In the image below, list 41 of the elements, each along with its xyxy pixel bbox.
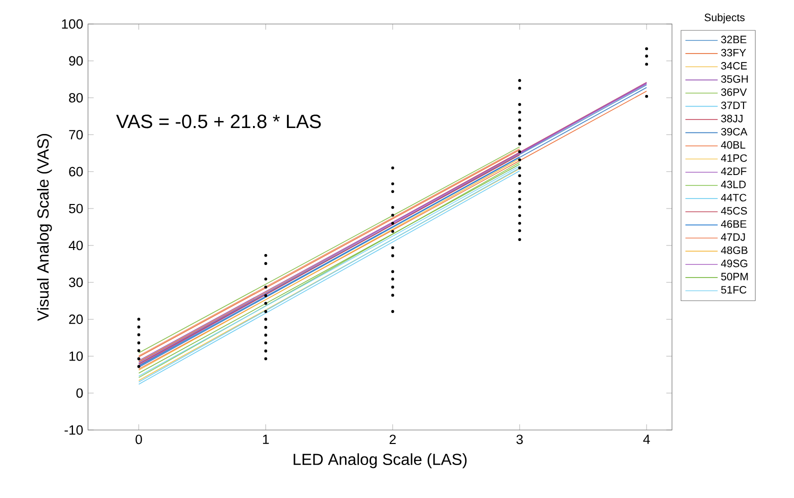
legend-label: 42DF (720, 167, 746, 175)
legend-label: 36PV (721, 88, 747, 96)
y-tick-label: 0 (76, 388, 83, 398)
legend-label: 39CA (721, 128, 748, 136)
legend-label: 44TC (720, 194, 746, 202)
y-tick-label: 40 (68, 240, 83, 250)
y-tick-label: 70 (69, 130, 83, 140)
y-tick-label: 20 (69, 314, 83, 324)
legend-label: 37DT (721, 102, 747, 110)
y-tick-label: 10 (69, 351, 83, 361)
y-tick-label: 60 (69, 166, 83, 176)
legend-label: 43LD (720, 180, 746, 188)
x-tick-label: 0 (136, 434, 142, 444)
legend-title: Subjects (704, 13, 745, 24)
y-tick-label: 90 (69, 56, 83, 66)
legend-label: 35GH (721, 75, 748, 83)
legend-label: 48GB (720, 246, 748, 254)
y-tick-label: -10 (64, 425, 83, 435)
y-tick-label: 80 (69, 93, 83, 103)
legend-label: 50PM (721, 272, 748, 280)
legend-label: 47DJ (720, 233, 745, 241)
x-tick-label: 4 (643, 434, 650, 444)
legend-label: 46BE (720, 220, 746, 228)
y-tick-label: 50 (69, 204, 83, 214)
legend-label: 33FY (721, 48, 746, 56)
legend-label: 34CE (721, 62, 747, 70)
annotation: VAS = -0.5 + 21.8 * LAS (116, 114, 321, 128)
x-tick-label: 3 (516, 434, 523, 444)
legend-label: 41PC (720, 154, 748, 162)
x-axis-title: LED Analog Scale (LAS) (294, 453, 467, 468)
legend-label: 51FC (721, 286, 746, 294)
y-axis-title: Visual Analog Scale (VAS) (36, 134, 52, 321)
legend-label: 49SG (720, 260, 748, 268)
legend-label: 45CS (720, 207, 747, 215)
legend-label: 40BL (720, 141, 746, 149)
x-tick-label: 2 (390, 434, 396, 444)
x-tick-label: 1 (263, 434, 269, 444)
y-tick-label: 100 (62, 19, 83, 29)
legend-label: 38JJ (721, 114, 742, 122)
legend-label: 32BE (721, 36, 746, 44)
y-tick-label: 30 (68, 278, 83, 288)
